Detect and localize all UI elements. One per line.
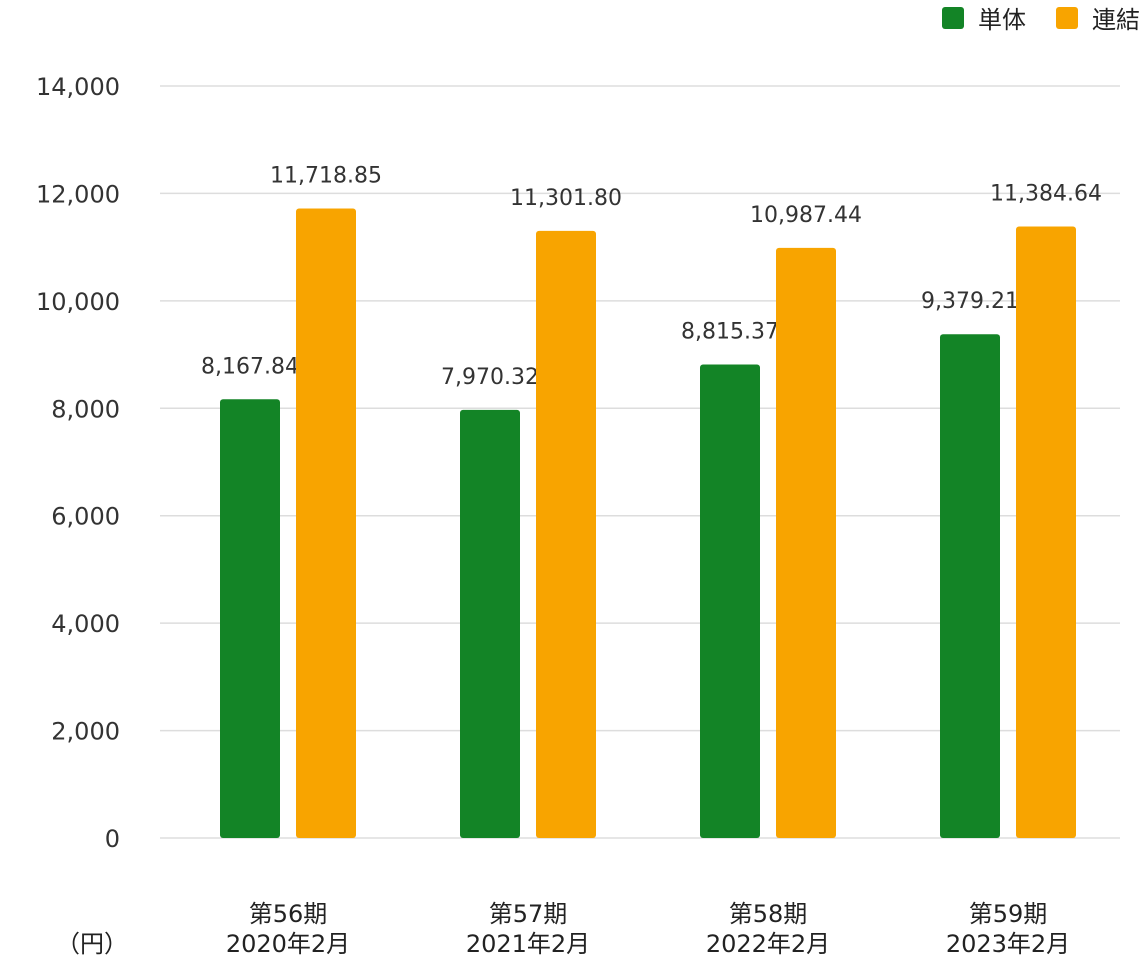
y-tick-label: 0: [105, 825, 120, 853]
y-tick-label: 6,000: [51, 503, 120, 531]
x-tick-label-period: 第59期: [969, 900, 1048, 928]
y-tick-label: 2,000: [51, 718, 120, 746]
y-tick-label: 8,000: [51, 395, 120, 423]
data-label: 8,815.37: [681, 319, 779, 344]
data-label: 11,718.85: [270, 164, 382, 189]
legend-item-single: 単体: [942, 0, 1026, 35]
x-tick-label-date: 2021年2月: [466, 930, 590, 958]
x-tick-label-date: 2020年2月: [226, 930, 350, 958]
x-tick-label-period: 第57期: [489, 900, 568, 928]
legend-swatch-consolidated: [1056, 6, 1078, 29]
data-label: 11,301.80: [510, 186, 622, 211]
y-tick-label: 14,000: [36, 73, 120, 101]
bar-single: [460, 409, 520, 838]
unit-label: （円）: [56, 930, 128, 958]
bar-single: [940, 334, 1000, 838]
legend-label-single: 単体: [978, 6, 1026, 34]
y-tick-label: 4,000: [51, 610, 120, 638]
legend-label-consolidated: 連結: [1092, 6, 1140, 34]
data-label: 10,987.44: [750, 203, 862, 228]
y-tick-label: 10,000: [36, 288, 120, 316]
legend-swatch-single: [942, 6, 964, 29]
legend: 単体 連結: [912, 0, 1140, 35]
bar-consolidated: [1016, 226, 1076, 839]
bar-consolidated: [536, 230, 596, 838]
y-tick-label: 12,000: [36, 180, 120, 208]
x-tick-label-date: 2022年2月: [706, 930, 830, 958]
data-label: 8,167.84: [201, 354, 299, 379]
bar-consolidated: [776, 247, 836, 838]
x-tick-label-date: 2023年2月: [946, 930, 1070, 958]
bar-consolidated: [296, 208, 356, 839]
x-tick-label-period: 第58期: [729, 900, 808, 928]
data-label: 11,384.64: [990, 181, 1102, 206]
bar-single: [700, 364, 760, 838]
data-label: 9,379.21: [921, 289, 1019, 314]
data-label: 7,970.32: [441, 365, 539, 390]
legend-item-consolidated: 連結: [1056, 0, 1140, 35]
bar-single: [220, 399, 280, 838]
x-tick-label-period: 第56期: [249, 900, 328, 928]
